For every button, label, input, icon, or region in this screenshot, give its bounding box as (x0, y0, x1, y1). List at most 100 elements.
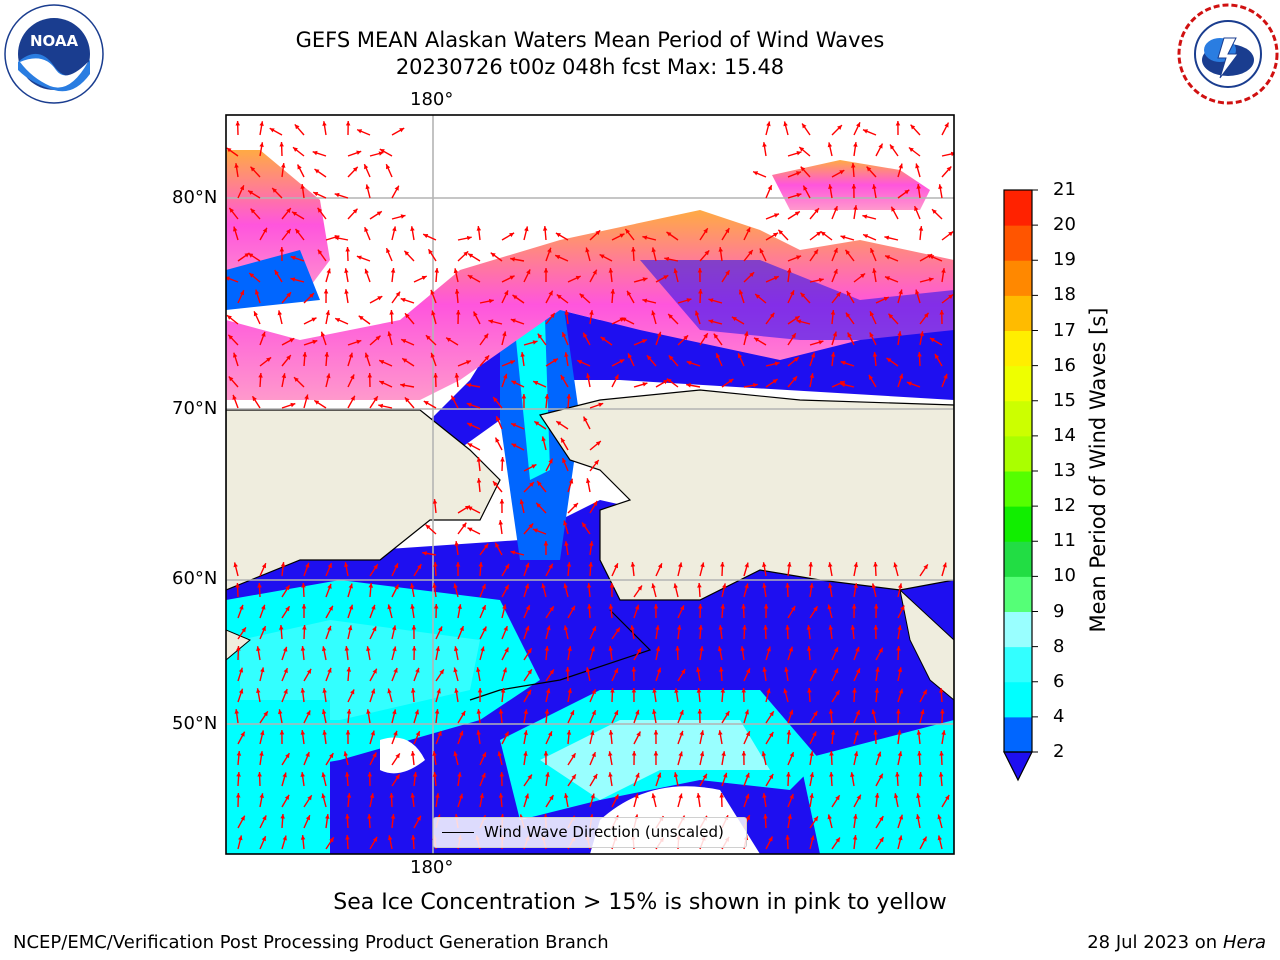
wave-direction-arrowhead (278, 709, 283, 715)
wave-direction-arrowhead (488, 298, 494, 304)
wave-direction-arrowhead (261, 331, 266, 337)
wave-direction-arrowhead (295, 228, 300, 234)
wave-direction-arrowhead (898, 688, 904, 694)
wave-direction-arrowhead (497, 751, 502, 757)
wave-direction-arrowhead (800, 166, 806, 172)
wave-direction-arrowhead (830, 310, 836, 315)
wave-direction-arrowhead (934, 353, 940, 359)
wave-direction-arrowhead (917, 352, 922, 357)
wave-direction-arrowhead (392, 646, 397, 652)
wave-direction-arrowhead (809, 583, 814, 588)
wave-direction-arrowhead (229, 207, 234, 213)
wave-direction-arrowhead (835, 690, 840, 696)
wave-direction-arrowhead (873, 604, 879, 609)
wave-direction-arrowhead (306, 668, 312, 674)
wave-direction-arrowhead (713, 333, 719, 339)
wave-direction-arrowhead (512, 295, 518, 300)
wave-direction-arrowhead (290, 402, 296, 408)
wave-direction-arrowhead (555, 233, 561, 238)
wave-direction-arrowhead (937, 835, 942, 841)
wave-direction-arrowhead (856, 668, 861, 674)
wave-direction-arrowhead (410, 793, 415, 798)
wave-direction-arrowhead (699, 751, 705, 757)
wave-direction-arrowhead (939, 688, 944, 693)
wave-direction-arrowhead (609, 583, 615, 588)
wave-direction-arrowhead (718, 625, 723, 630)
wave-direction-arrowhead (749, 272, 755, 277)
wave-direction-arrowhead (613, 563, 618, 569)
wave-direction-arrowhead (253, 311, 258, 317)
colorbar-bin (1004, 576, 1032, 612)
colorbar-bin (1004, 190, 1032, 226)
wave-direction-arrowhead (636, 731, 641, 737)
wave-direction-arrowhead (695, 310, 700, 316)
wave-direction-arrowhead (561, 437, 566, 443)
wave-direction-arrowhead (676, 625, 682, 630)
wave-direction-arrowhead (853, 583, 858, 588)
wave-direction-arrowhead (746, 668, 751, 674)
wave-direction-arrowhead (523, 730, 528, 735)
wave-direction-arrowhead (266, 357, 272, 362)
wave-direction-arrowhead (236, 646, 241, 651)
wave-direction-arrowhead (828, 583, 833, 588)
wave-direction-arrowhead (457, 604, 462, 609)
wave-direction-arrowhead (236, 772, 241, 777)
wave-direction-arrowhead (679, 730, 684, 736)
wave-direction-arrowhead (436, 688, 441, 694)
wave-direction-arrowhead (285, 753, 290, 759)
wave-direction-arrowhead (297, 164, 302, 170)
wave-direction-arrowhead (766, 646, 771, 652)
wave-direction-arrowhead (744, 331, 749, 337)
wave-direction-arrowhead (766, 121, 771, 127)
wave-direction-arrowhead (595, 230, 601, 236)
wave-direction-arrowhead (529, 482, 534, 487)
wave-direction-arrowhead (377, 296, 383, 301)
wave-direction-arrowhead (784, 667, 789, 672)
wave-direction-arrowhead (812, 668, 817, 674)
wave-direction-arrowhead (371, 604, 376, 610)
wave-direction-arrowhead (453, 268, 459, 274)
wave-direction-arrowhead (425, 335, 431, 340)
wave-direction-arrowhead (279, 625, 284, 630)
wave-direction-arrowhead (814, 208, 819, 214)
wave-direction-arrowhead (778, 229, 784, 235)
wave-direction-arrowhead (313, 192, 319, 197)
wave-direction-arrowhead (586, 373, 591, 378)
wave-direction-arrowhead (878, 647, 883, 653)
wave-direction-arrowhead (364, 352, 370, 358)
wave-direction-arrowhead (697, 709, 703, 714)
wave-direction-arrowhead (839, 170, 845, 175)
wave-direction-arrowhead (621, 317, 627, 322)
wave-direction-arrowhead (289, 338, 295, 343)
wave-direction-arrowhead (555, 255, 561, 260)
map-frame (225, 114, 955, 855)
wave-direction-arrowhead (521, 394, 527, 399)
wave-direction-arrowhead (796, 171, 801, 176)
lat-label-50: 50°N (172, 713, 218, 734)
period-field-9 (540, 720, 770, 800)
wave-direction-arrowhead (395, 774, 400, 780)
wave-direction-arrowhead (375, 335, 381, 341)
wave-direction-arrowhead (922, 836, 927, 842)
wave-direction-arrowhead (300, 688, 306, 693)
wave-direction-arrowhead (937, 814, 942, 820)
wave-direction-arrowhead (238, 835, 243, 841)
colorbar-tick-label: 20 (1053, 214, 1076, 236)
wave-direction-arrowhead (502, 604, 507, 610)
wave-direction-arrowhead (248, 190, 254, 195)
wave-direction-arrowhead (697, 583, 702, 588)
wave-direction-arrowhead (613, 668, 618, 674)
wave-direction-arrowhead (853, 814, 858, 819)
wave-direction-arrowhead (679, 710, 684, 715)
lon-label-bottom: 180° (410, 857, 454, 878)
wave-direction-arrowhead (563, 625, 569, 631)
wave-direction-arrowhead (828, 562, 833, 567)
wave-direction-arrowhead (386, 248, 391, 254)
wave-direction-arrowhead (390, 814, 396, 819)
colorbar (1003, 189, 1038, 782)
wave-direction-arrowhead (329, 753, 334, 759)
wave-direction-arrowhead (872, 268, 877, 273)
wave-direction-arrowhead (562, 332, 567, 338)
wave-direction-arrowhead (716, 353, 721, 359)
wave-direction-arrowhead (582, 522, 587, 528)
